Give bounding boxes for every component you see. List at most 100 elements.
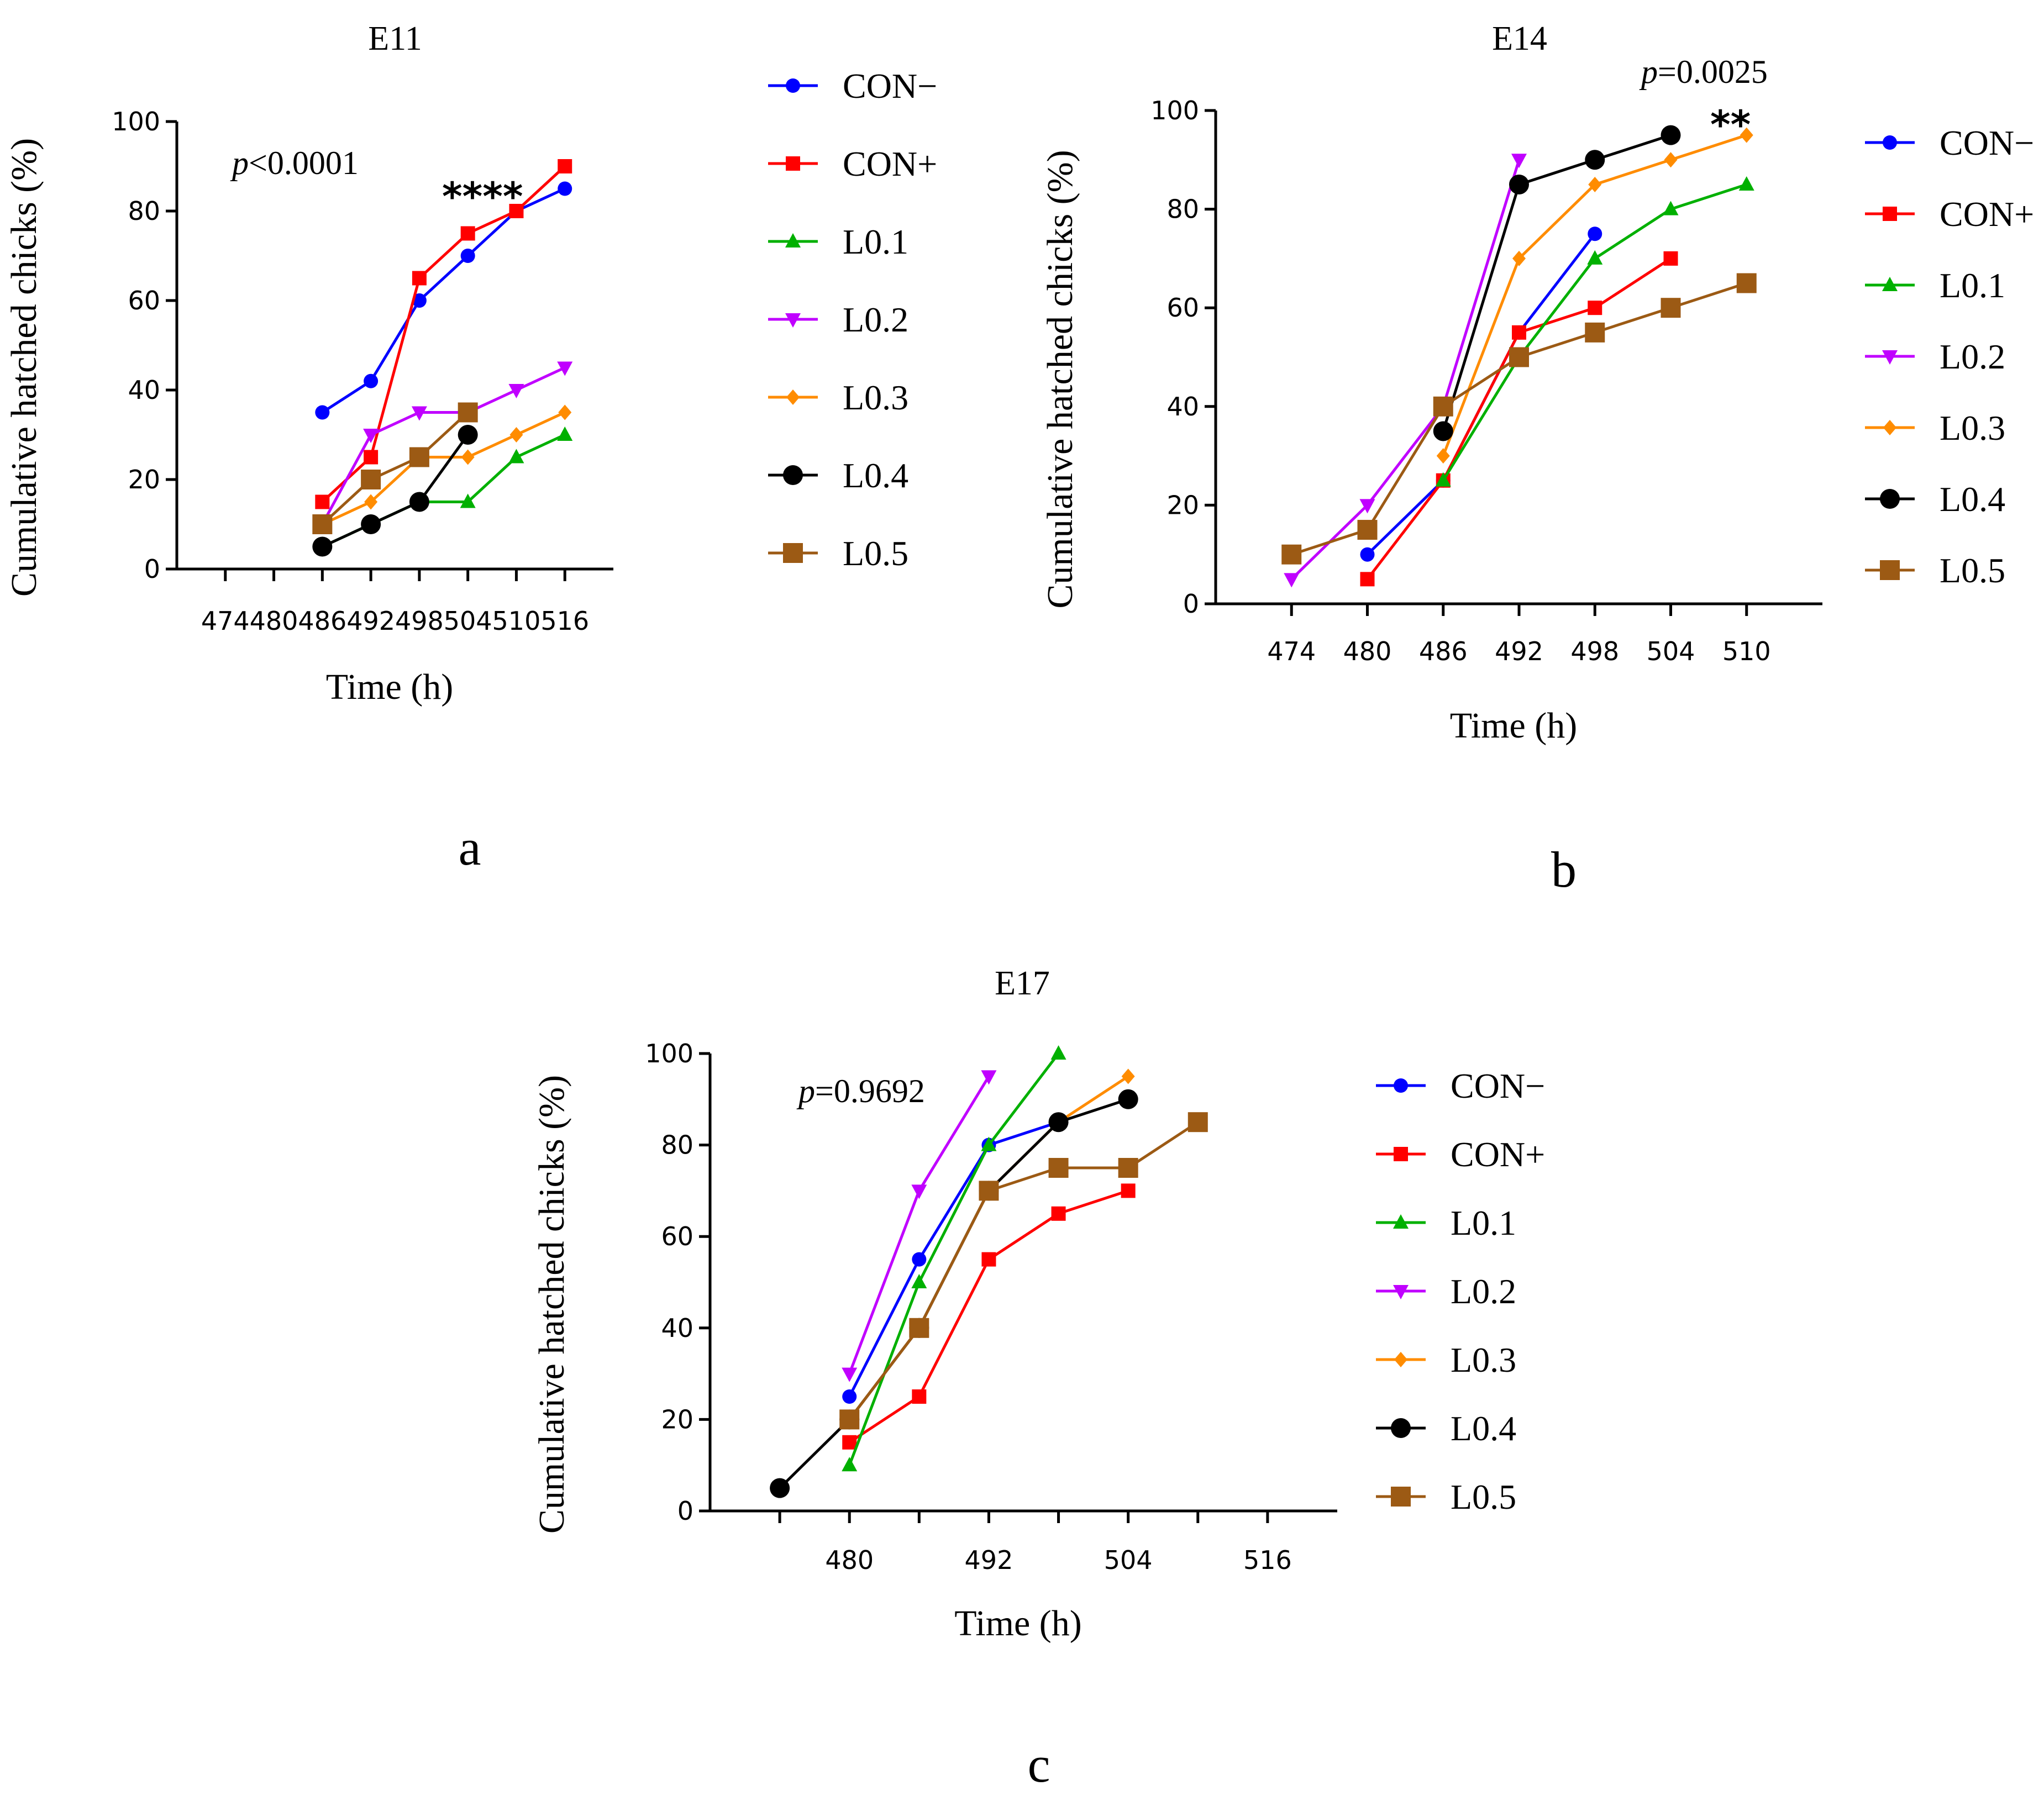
panel-b-p-value: p=0.0025 — [1639, 54, 1768, 90]
panel-b-point-l03 — [1436, 448, 1450, 464]
panel-b-title: E14 — [1492, 20, 1547, 57]
panel-c-x-axis-title: Time (h) — [954, 1603, 1081, 1644]
panel-c-line-l05 — [848, 1121, 1199, 1420]
panel-c-legend-label: L0.5 — [1451, 1477, 1516, 1516]
panel-c-legend-item-conplus: CON+ — [1376, 1135, 1545, 1174]
panel-b-point-l03 — [1512, 250, 1526, 266]
panel-a-legend-label: L0.3 — [843, 378, 908, 417]
panel-b-series-l05 — [1281, 273, 1757, 565]
panel-b-letter: b — [1551, 841, 1577, 898]
panel-b-point-l05 — [1736, 273, 1757, 293]
panel-b-point-l04 — [1585, 150, 1605, 170]
panel-c-p-value: p=0.9692 — [796, 1073, 925, 1109]
panel-c-series-l04 — [770, 1089, 1138, 1498]
panel-b-point-conminus — [1588, 227, 1602, 241]
panel-a-point-l04 — [458, 425, 478, 445]
panel-a-point-l04 — [361, 514, 381, 534]
panel-b-y-tick-label: 80 — [1167, 194, 1199, 224]
panel-c-y-tick-label: 40 — [661, 1313, 693, 1343]
panel-a-x-axis-title: Time (h) — [326, 667, 453, 707]
panel-a-line-conplus — [321, 165, 566, 503]
panel-a-x-tick-label: 492 — [346, 606, 395, 636]
panel-c-point-l04 — [1118, 1089, 1138, 1109]
panel-b-legend-item-conplus: CON+ — [1865, 194, 2034, 234]
panel-c-legend-marker — [1394, 1078, 1408, 1093]
panel-b-legend-label: L0.5 — [1940, 551, 2005, 590]
panel-b-legend-label: CON− — [1940, 123, 2034, 162]
panel-a-y-tick-label: 40 — [128, 375, 160, 405]
panel-c-legend-label: L0.4 — [1451, 1409, 1516, 1448]
panel-c-y-tick-label: 0 — [677, 1496, 693, 1526]
panel-c-legend-label: CON− — [1451, 1066, 1545, 1105]
panel-b-point-l01 — [1663, 201, 1679, 215]
panel-b-series-l02 — [1284, 154, 1527, 588]
panel-b-point-l05 — [1585, 322, 1605, 343]
panel-b-legend-item-l03: L0.3 — [1865, 408, 2005, 447]
panel-a-point-l03 — [509, 427, 523, 443]
panel-c-point-l01 — [842, 1457, 858, 1472]
panel-a-legend-marker — [785, 233, 801, 247]
panel-a-p-value: p<0.0001 — [230, 145, 359, 181]
panel-b-legend-marker — [1882, 277, 1898, 291]
panel-b-point-l05 — [1661, 298, 1681, 318]
panel-a-point-conplus — [315, 494, 330, 509]
panel-a-point-conminus — [364, 373, 379, 388]
panel-c-legend-label: L0.1 — [1451, 1203, 1516, 1242]
panel-c-legend-item-l02: L0.2 — [1376, 1272, 1516, 1311]
panel-c-point-l04 — [1048, 1112, 1069, 1133]
panel-b-legend-marker — [1883, 135, 1897, 150]
panel-c-point-conplus — [1121, 1183, 1136, 1198]
panel-a-series-l04 — [312, 425, 478, 557]
panel-c-point-l05 — [979, 1181, 999, 1201]
panel-a-point-l05 — [312, 514, 333, 534]
panel-a-series-l05 — [312, 402, 478, 534]
panel-b-legend-item-l04: L0.4 — [1865, 480, 2005, 519]
panel-b-point-l02 — [1359, 499, 1375, 514]
panel-a-y-tick-label: 80 — [128, 196, 160, 226]
panel-c-legend-item-conminus: CON− — [1376, 1066, 1545, 1105]
panel-a-point-l02 — [363, 429, 379, 443]
panel-a-point-l04 — [312, 536, 333, 557]
panel-b-legend-label: CON+ — [1940, 194, 2034, 234]
panel-b-point-l05 — [1281, 544, 1302, 565]
panel-c-legend-item-l05: L0.5 — [1376, 1477, 1516, 1516]
panel-c-legend-marker — [1394, 1352, 1407, 1367]
panel-b-legend-marker — [1883, 420, 1896, 435]
panel-a-legend-item-l05: L0.5 — [768, 534, 908, 573]
panel-c-legend-item-l04: L0.4 — [1376, 1409, 1516, 1448]
panel-b-y-tick-label: 0 — [1183, 589, 1199, 619]
panel-a-y-tick-label: 100 — [112, 107, 160, 136]
panel-a-legend-item-l03: L0.3 — [768, 378, 908, 417]
panel-b-x-tick-label: 492 — [1495, 636, 1543, 666]
panel-b-legend-label: L0.3 — [1940, 408, 2005, 447]
panel-c-point-l04 — [770, 1478, 790, 1498]
panel-a-series-conplus — [315, 159, 572, 509]
panel-c-x-tick-label: 504 — [1104, 1545, 1153, 1575]
panel-c-point-conplus — [981, 1252, 996, 1267]
panel-c-point-conplus — [1051, 1206, 1066, 1221]
panel-a-chart: E11 0 20 40 60 80 100 474 480 486 492 498 504 510 516 T… — [4, 20, 937, 876]
panel-a-point-l05 — [361, 470, 381, 489]
panel-b-legend-label: L0.2 — [1940, 337, 2005, 376]
panel-c-series-l02 — [842, 1070, 997, 1382]
panel-a-legend-label: L0.5 — [843, 534, 908, 573]
panel-c-x-tick-label: 480 — [825, 1545, 874, 1575]
panel-b-y-tick-label: 60 — [1167, 293, 1199, 323]
panel-a-line-l04 — [322, 434, 469, 548]
panel-c-chart: E17 0 20 40 60 80 100 480 492 504 516 Time (h) Cumul… — [532, 965, 1545, 1793]
panel-c-point-l05 — [1048, 1158, 1069, 1178]
panel-b-point-l04 — [1661, 125, 1681, 145]
panel-a-point-l02 — [508, 384, 524, 398]
panel-c-letter: c — [1028, 1736, 1050, 1793]
panel-b-legend-item-l05: L0.5 — [1865, 551, 2005, 590]
panel-c-legend-marker — [1393, 1285, 1409, 1299]
panel-c-y-axis-title: Cumulative hatched chicks (%) — [532, 1075, 572, 1534]
panel-c-point-conminus — [912, 1252, 927, 1267]
panel-c-point-l02 — [911, 1184, 927, 1199]
panel-c-point-l02 — [842, 1367, 858, 1382]
panel-a-point-l03 — [461, 449, 475, 465]
panel-c-point-l01 — [911, 1274, 927, 1288]
panel-b-point-l04 — [1509, 174, 1529, 194]
panel-b-series-conplus — [1360, 251, 1678, 587]
panel-b-point-l01 — [1738, 176, 1754, 191]
